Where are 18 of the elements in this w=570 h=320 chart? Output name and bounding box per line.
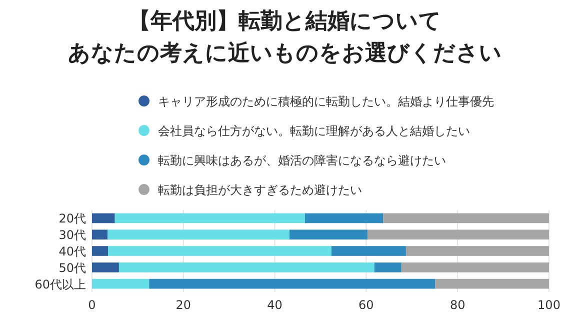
x-tick-label: 0	[88, 298, 96, 312]
y-tick-label: 30代	[58, 228, 86, 242]
legend-label: 転勤に興味はあるが、婚活の障害になるなら避けたい	[158, 154, 446, 168]
legend-label: 転勤は負担が大きすぎるため避けたい	[158, 183, 362, 197]
x-tick-label: 40	[267, 298, 282, 312]
x-tick-label: 20	[176, 298, 192, 312]
plot: 0 20 40 60 80 100 20代 30代 40代 50代 60代以上	[34, 210, 560, 312]
x-tick-label: 60	[358, 298, 374, 312]
x-tick-label: 100	[538, 298, 560, 312]
subtitle: あなたの考えに近いものをお選びください	[68, 41, 502, 66]
legend-label: キャリア形成のために積極的に転勤したい。結婚より仕事優先	[158, 94, 494, 108]
y-tick-label: 20代	[58, 212, 86, 226]
title: 【年代別】転勤と結婚について	[128, 9, 442, 34]
x-tick-label: 80	[450, 298, 466, 312]
y-tick-label: 60代以上	[34, 277, 86, 292]
legend-label: 会社員なら仕方がない。転勤に理解がある人と結婚したい	[158, 124, 470, 138]
y-tick-label: 50代	[58, 260, 86, 275]
y-tick-label: 40代	[58, 244, 86, 258]
